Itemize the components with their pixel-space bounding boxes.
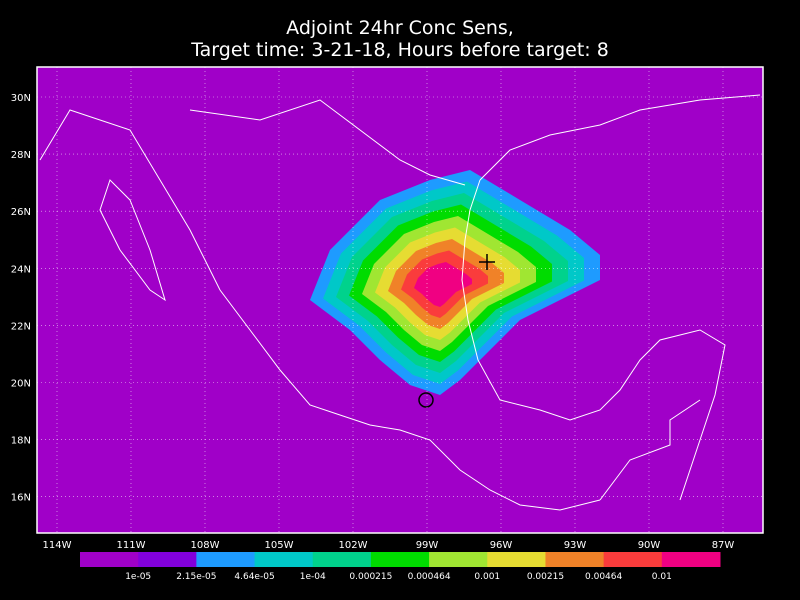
axes: 30N 28N 26N 24N 22N 20N 18N 16N 114W 111W 108W 105W… — [11, 67, 763, 551]
target-marker — [479, 254, 495, 270]
colorbar-label: 0.000464 — [408, 572, 451, 582]
lat-label: 28N — [11, 150, 31, 161]
colorbar-label: 1e-04 — [300, 572, 326, 582]
lon-label: 90W — [638, 540, 661, 551]
coastline — [479, 94, 761, 181]
lon-label: 96W — [490, 540, 513, 551]
lat-label: 24N — [11, 264, 31, 275]
colorbar-swatch — [545, 552, 605, 567]
lon-label: 93W — [564, 540, 587, 551]
map-frame — [36, 66, 764, 534]
title-line: Adjoint 24hr Conc Sens, — [286, 17, 514, 39]
colorbar-label: 0.001 — [474, 572, 500, 582]
colorbar-swatch — [370, 552, 430, 567]
colorbar-swatch — [138, 552, 197, 567]
lat-label: 30N — [11, 93, 31, 104]
colorbar-swatch — [487, 552, 546, 567]
coastline — [39, 109, 601, 511]
colorbar-label: 2.15e-05 — [176, 572, 216, 582]
colorbar-label: 0.01 — [652, 572, 672, 582]
border — [599, 399, 701, 501]
colorbar-label: 0.00215 — [527, 572, 564, 582]
lon-label: 108W — [191, 540, 220, 551]
lon-label: 111W — [117, 540, 146, 551]
colorbar-label: 0.000215 — [349, 572, 392, 582]
coastlines — [39, 94, 761, 511]
colorbar-swatch — [254, 552, 314, 567]
coastline — [99, 179, 166, 302]
colorbar-swatch — [661, 552, 721, 567]
lon-label: 105W — [265, 540, 294, 551]
colorbar-swatch — [312, 552, 372, 567]
colorbar-label: 1e-05 — [125, 572, 151, 582]
contour-band — [414, 262, 472, 307]
lon-label: 114W — [43, 540, 72, 551]
lat-label: 22N — [11, 321, 31, 332]
colorbar-swatch — [196, 552, 256, 567]
markers — [418, 254, 495, 408]
colorbar-swatch — [603, 552, 663, 567]
lon-label: 102W — [339, 540, 368, 551]
colorbar: 1e-05 2.15e-05 4.64e-05 1e-04 0.000215 0.0004… — [80, 552, 721, 582]
sensitivity-field — [310, 170, 600, 395]
lat-label: 26N — [11, 207, 31, 218]
lat-label: 20N — [11, 379, 31, 390]
lon-label: 87W — [712, 540, 735, 551]
colorbar-label: 0.00464 — [585, 572, 622, 582]
lat-label: 16N — [11, 493, 31, 504]
colorbar-label: 4.64e-05 — [234, 572, 274, 582]
border — [189, 99, 466, 186]
lat-label: 18N — [11, 436, 31, 447]
colorbar-swatch — [429, 552, 488, 567]
source-marker — [418, 392, 434, 408]
coastline — [461, 179, 726, 501]
lon-label: 99W — [416, 540, 439, 551]
colorbar-swatch — [80, 552, 139, 567]
title-line: Target time: 3-21-18, Hours before targe… — [190, 39, 609, 61]
